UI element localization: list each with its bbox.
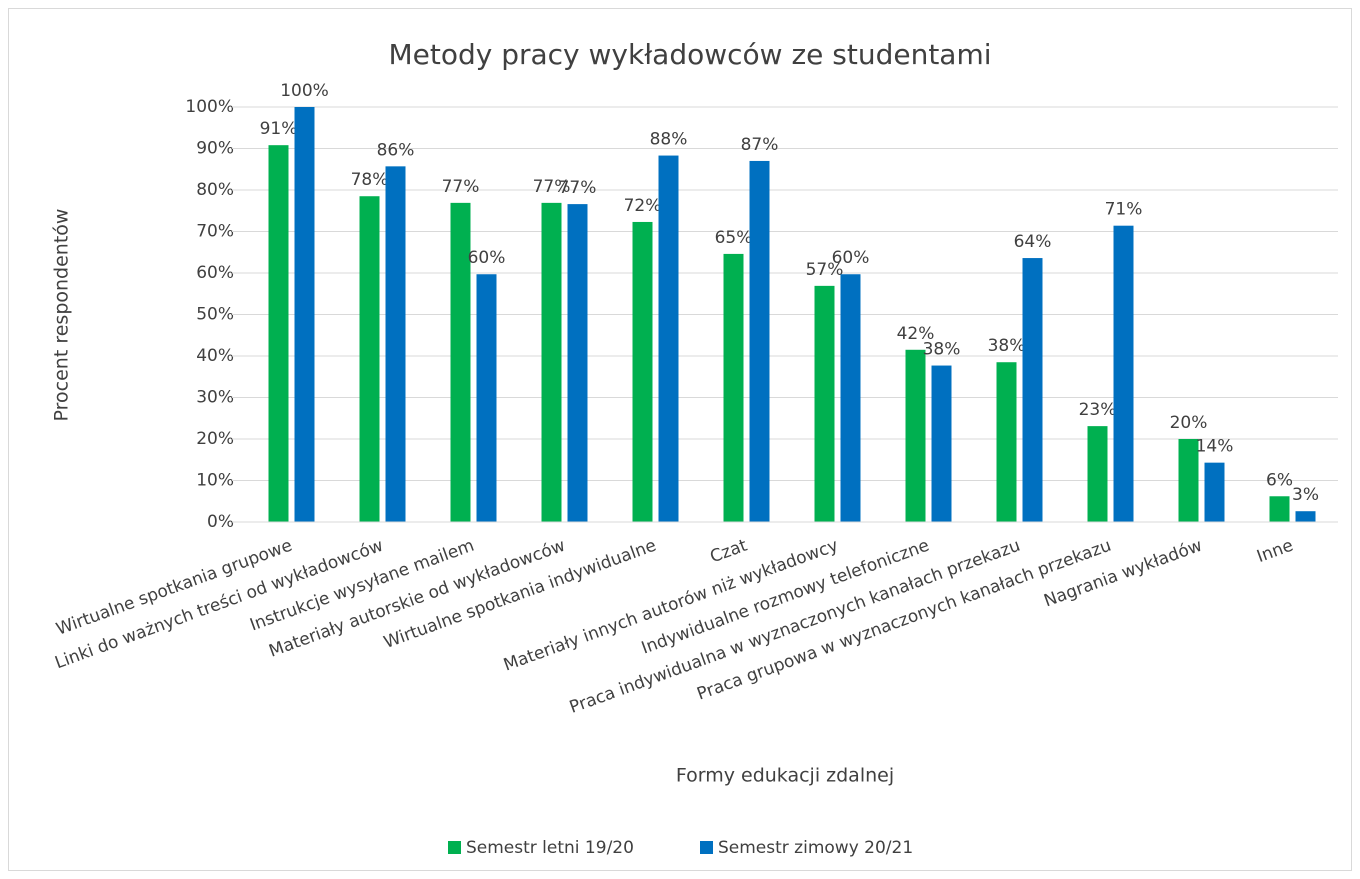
y-axis-title: Procent respondentów — [51, 209, 73, 422]
bar — [723, 253, 744, 522]
y-tick-label: 20% — [196, 429, 234, 449]
legend-swatch — [448, 841, 461, 854]
bar — [385, 166, 406, 522]
value-label: 42% — [897, 324, 935, 344]
bar — [1178, 439, 1199, 522]
value-label: 71% — [1105, 200, 1143, 220]
bar — [541, 202, 562, 523]
bar — [996, 362, 1017, 522]
value-label: 60% — [832, 248, 870, 268]
bar — [1295, 511, 1316, 522]
value-label: 14% — [1196, 437, 1234, 457]
value-label: 20% — [1170, 413, 1208, 433]
value-label: 87% — [741, 135, 779, 155]
bar — [905, 349, 926, 522]
bar — [1269, 496, 1290, 522]
y-tick-label: 70% — [196, 222, 234, 242]
bar — [1204, 462, 1225, 522]
bar — [1087, 426, 1108, 522]
value-label: 78% — [351, 170, 389, 190]
bar — [840, 274, 861, 522]
bar — [931, 365, 952, 522]
value-label: 6% — [1266, 470, 1293, 490]
bar — [567, 204, 588, 523]
value-label: 3% — [1292, 485, 1319, 505]
value-label: 57% — [806, 260, 844, 280]
bar — [359, 196, 380, 522]
y-tick-label: 90% — [196, 139, 234, 159]
y-tick-label: 30% — [196, 388, 234, 408]
value-label: 72% — [624, 196, 662, 216]
value-label: 65% — [715, 228, 753, 248]
value-label: 23% — [1079, 400, 1117, 420]
y-tick-label: 80% — [196, 180, 234, 200]
bar — [658, 155, 679, 522]
y-tick-label: 50% — [196, 305, 234, 325]
value-label: 64% — [1014, 232, 1052, 252]
bar — [749, 160, 770, 522]
value-label: 91% — [260, 119, 298, 139]
x-axis-title: Formy edukacji zdalnej — [676, 765, 894, 787]
value-label: 77% — [442, 177, 480, 197]
y-tick-label: 0% — [207, 512, 234, 532]
value-label: 100% — [280, 81, 329, 101]
legend-label: Semestr letni 19/20 — [466, 838, 634, 858]
value-label: 38% — [988, 336, 1026, 356]
bar — [814, 285, 835, 522]
value-label: 38% — [923, 340, 961, 360]
y-tick-label: 100% — [185, 97, 234, 117]
value-label: 77% — [533, 177, 571, 197]
bar — [1113, 225, 1134, 522]
bar — [294, 107, 315, 522]
y-tick-label: 10% — [196, 471, 234, 491]
bar — [632, 221, 653, 522]
value-label: 86% — [377, 140, 415, 160]
bar — [268, 145, 289, 522]
chart-title: Metody pracy wykładowców ze studentami — [388, 38, 991, 71]
value-label: 88% — [650, 130, 688, 150]
value-label: 77% — [559, 178, 597, 198]
bar — [1022, 258, 1043, 522]
y-tick-label: 40% — [196, 346, 234, 366]
legend-label: Semestr zimowy 20/21 — [718, 838, 913, 858]
bar — [476, 274, 497, 522]
value-label: 60% — [468, 248, 506, 268]
legend-swatch — [700, 841, 713, 854]
bar — [450, 202, 471, 523]
y-tick-label: 60% — [196, 263, 234, 283]
